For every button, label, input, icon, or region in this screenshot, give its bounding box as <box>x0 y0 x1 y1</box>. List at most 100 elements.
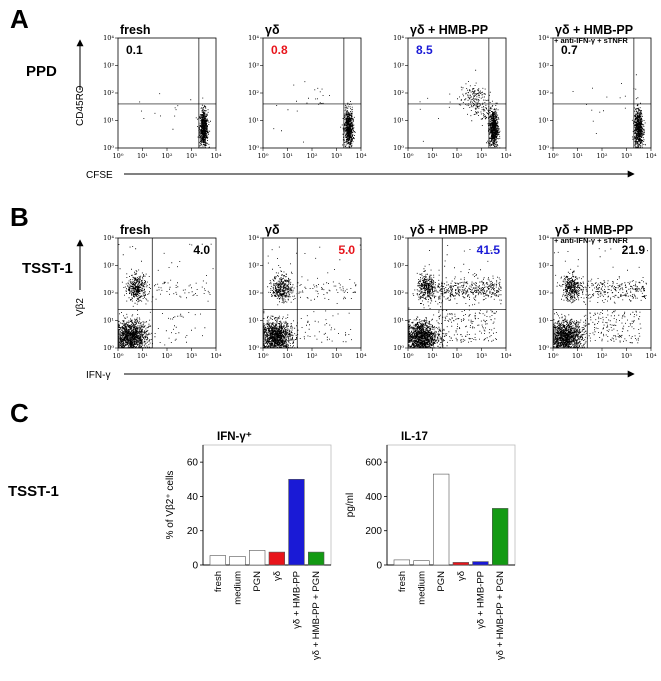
x-tick-label: 10³ <box>331 152 342 160</box>
x-tick-label: 10⁰ <box>403 152 414 160</box>
chart-frame <box>202 444 332 566</box>
y-tick-label: 10¹ <box>393 117 404 125</box>
y-tick-label: 10¹ <box>248 317 259 325</box>
quadrant-percentage: 8.5 <box>416 43 433 57</box>
flow-plot-2: 10⁰ 10¹ 10² 10³ 10⁴ 10⁰ 10¹ 10² 10³ 10⁴ γδ 0.8 <box>248 23 367 160</box>
plot-title: fresh <box>120 223 151 237</box>
quadrant-percentage: 0.1 <box>126 43 143 57</box>
y-tick-label: 10⁰ <box>103 344 114 352</box>
y-tick-label: 60 <box>187 458 199 469</box>
chart-title: IL-17 <box>401 431 428 443</box>
category-label: γδ <box>456 571 467 581</box>
y-tick-label: 10² <box>393 89 404 97</box>
bar-2 <box>413 560 430 566</box>
x-tick-label: 10³ <box>621 152 632 160</box>
y-axis-label: % of Vβ2⁺ cells <box>165 471 176 540</box>
y-tick-label: 40 <box>187 492 199 503</box>
x-tick-label: 10⁴ <box>501 152 512 160</box>
panel-c-bar-charts: 0 20 40 60 IFN-γ⁺ % of Vβ2⁺ cells fresh medium P… <box>165 431 516 660</box>
y-tick-label: 10⁰ <box>393 344 404 352</box>
quadrant-percentage: 5.0 <box>338 243 355 257</box>
y-tick-label: 10⁴ <box>248 34 259 42</box>
x-tick-label: 10⁰ <box>258 352 269 360</box>
x-tick-label: 10² <box>452 352 463 360</box>
y-tick-label: 10³ <box>248 62 259 70</box>
category-label: fresh <box>213 571 224 592</box>
flow-plot-1: 10⁰ 10¹ 10² 10³ 10⁴ 10⁰ 10¹ 10² 10³ 10⁴ fresh 0.1 <box>103 23 222 160</box>
x-tick-label: 10⁴ <box>501 352 512 360</box>
y-tick-label: 10⁴ <box>248 234 259 242</box>
bar-2 <box>229 556 246 566</box>
y-tick-label: 10² <box>538 89 549 97</box>
category-label: medium <box>233 571 244 605</box>
bar-6 <box>307 551 325 566</box>
flow-plot-4: 10⁰ 10¹ 10² 10³ 10⁴ 10⁰ 10¹ 10² 10³ 10⁴ γδ + HMB-P… <box>538 223 657 360</box>
x-tick-label: 10¹ <box>427 352 438 360</box>
bar-5 <box>288 478 305 566</box>
y-tick-label: 10⁴ <box>103 234 114 242</box>
category-label: PGN <box>252 571 263 592</box>
flow-plot-3: 10⁰ 10¹ 10² 10³ 10⁴ 10⁰ 10¹ 10² 10³ 10⁴ γδ + HMB-P… <box>393 23 512 160</box>
panel-a-row-label: PPD <box>26 63 57 80</box>
y-tick-label: 10² <box>393 289 404 297</box>
y-tick-label: 10⁰ <box>248 144 259 152</box>
panel-a-x-axis-label: CFSE <box>86 170 113 181</box>
x-tick-label: 10⁴ <box>356 152 367 160</box>
quadrant-percentage: 41.5 <box>477 243 501 257</box>
event-dots <box>408 245 502 349</box>
flow-plot-1: 10⁰ 10¹ 10² 10³ 10⁴ 10⁰ 10¹ 10² 10³ 10⁴ fresh 4.0 <box>103 223 222 360</box>
category-label: γδ + HMB-PP <box>292 571 303 629</box>
x-tick-label: 10¹ <box>572 152 583 160</box>
panel-b-flow-plots: 10⁰ 10¹ 10² 10³ 10⁴ 10⁰ 10¹ 10² 10³ 10⁴ fresh 4.0 10… <box>103 223 657 360</box>
y-tick-label: 10³ <box>103 262 114 270</box>
x-tick-label: 10² <box>452 152 463 160</box>
x-tick-label: 10⁴ <box>646 352 657 360</box>
bar-1 <box>393 559 410 566</box>
y-tick-label: 10³ <box>248 262 259 270</box>
y-tick-label: 10² <box>103 89 114 97</box>
bar-6 <box>491 508 509 566</box>
x-tick-label: 10³ <box>186 352 197 360</box>
x-tick-label: 10⁰ <box>548 152 559 160</box>
bar-3 <box>249 550 266 566</box>
x-tick-label: 10³ <box>621 352 632 360</box>
y-tick-label: 10⁴ <box>393 234 404 242</box>
event-dots <box>118 243 214 349</box>
y-tick-label: 10¹ <box>538 117 549 125</box>
x-tick-label: 10² <box>307 352 318 360</box>
x-tick-label: 10² <box>307 152 318 160</box>
flow-plot-2: 10⁰ 10¹ 10² 10³ 10⁴ 10⁰ 10¹ 10² 10³ 10⁴ γδ 5.0 <box>248 223 367 360</box>
plot-title: γδ + HMB-PP <box>410 223 488 237</box>
y-tick-label: 10⁰ <box>103 144 114 152</box>
panel-c-letter: C <box>10 398 29 428</box>
x-tick-label: 10¹ <box>427 152 438 160</box>
y-tick-label: 10¹ <box>248 117 259 125</box>
x-tick-label: 10⁰ <box>113 152 124 160</box>
event-dots <box>553 248 648 349</box>
y-tick-label: 10⁴ <box>393 34 404 42</box>
panel-b-y-axis-label: Vβ2 <box>75 298 86 316</box>
panel-b-row-label: TSST-1 <box>22 260 73 277</box>
y-tick-label: 10¹ <box>538 317 549 325</box>
x-tick-label: 10¹ <box>137 152 148 160</box>
panel-b-letter: B <box>10 202 29 232</box>
y-tick-label: 0 <box>376 561 382 572</box>
x-tick-label: 10⁰ <box>258 152 269 160</box>
x-tick-label: 10² <box>162 152 173 160</box>
flow-plot-4: 10⁰ 10¹ 10² 10³ 10⁴ 10⁰ 10¹ 10² 10³ 10⁴ γδ + HMB-P… <box>538 23 657 160</box>
quadrant-percentage: 4.0 <box>193 243 210 257</box>
bar-4 <box>268 551 285 566</box>
y-tick-label: 10¹ <box>393 317 404 325</box>
y-tick-label: 0 <box>192 561 198 572</box>
plot-title: γδ + HMB-PP <box>555 23 633 37</box>
x-tick-label: 10⁴ <box>646 152 657 160</box>
chart-title: IFN-γ⁺ <box>217 431 252 443</box>
y-tick-label: 10⁰ <box>538 344 549 352</box>
y-tick-label: 10¹ <box>103 117 114 125</box>
bar-5 <box>472 561 489 566</box>
x-tick-label: 10³ <box>331 352 342 360</box>
event-dots <box>139 93 211 149</box>
x-tick-label: 10² <box>597 352 608 360</box>
x-tick-label: 10⁴ <box>211 152 222 160</box>
plot-subtitle: + anti-IFN-γ + sTNFR <box>554 36 628 45</box>
